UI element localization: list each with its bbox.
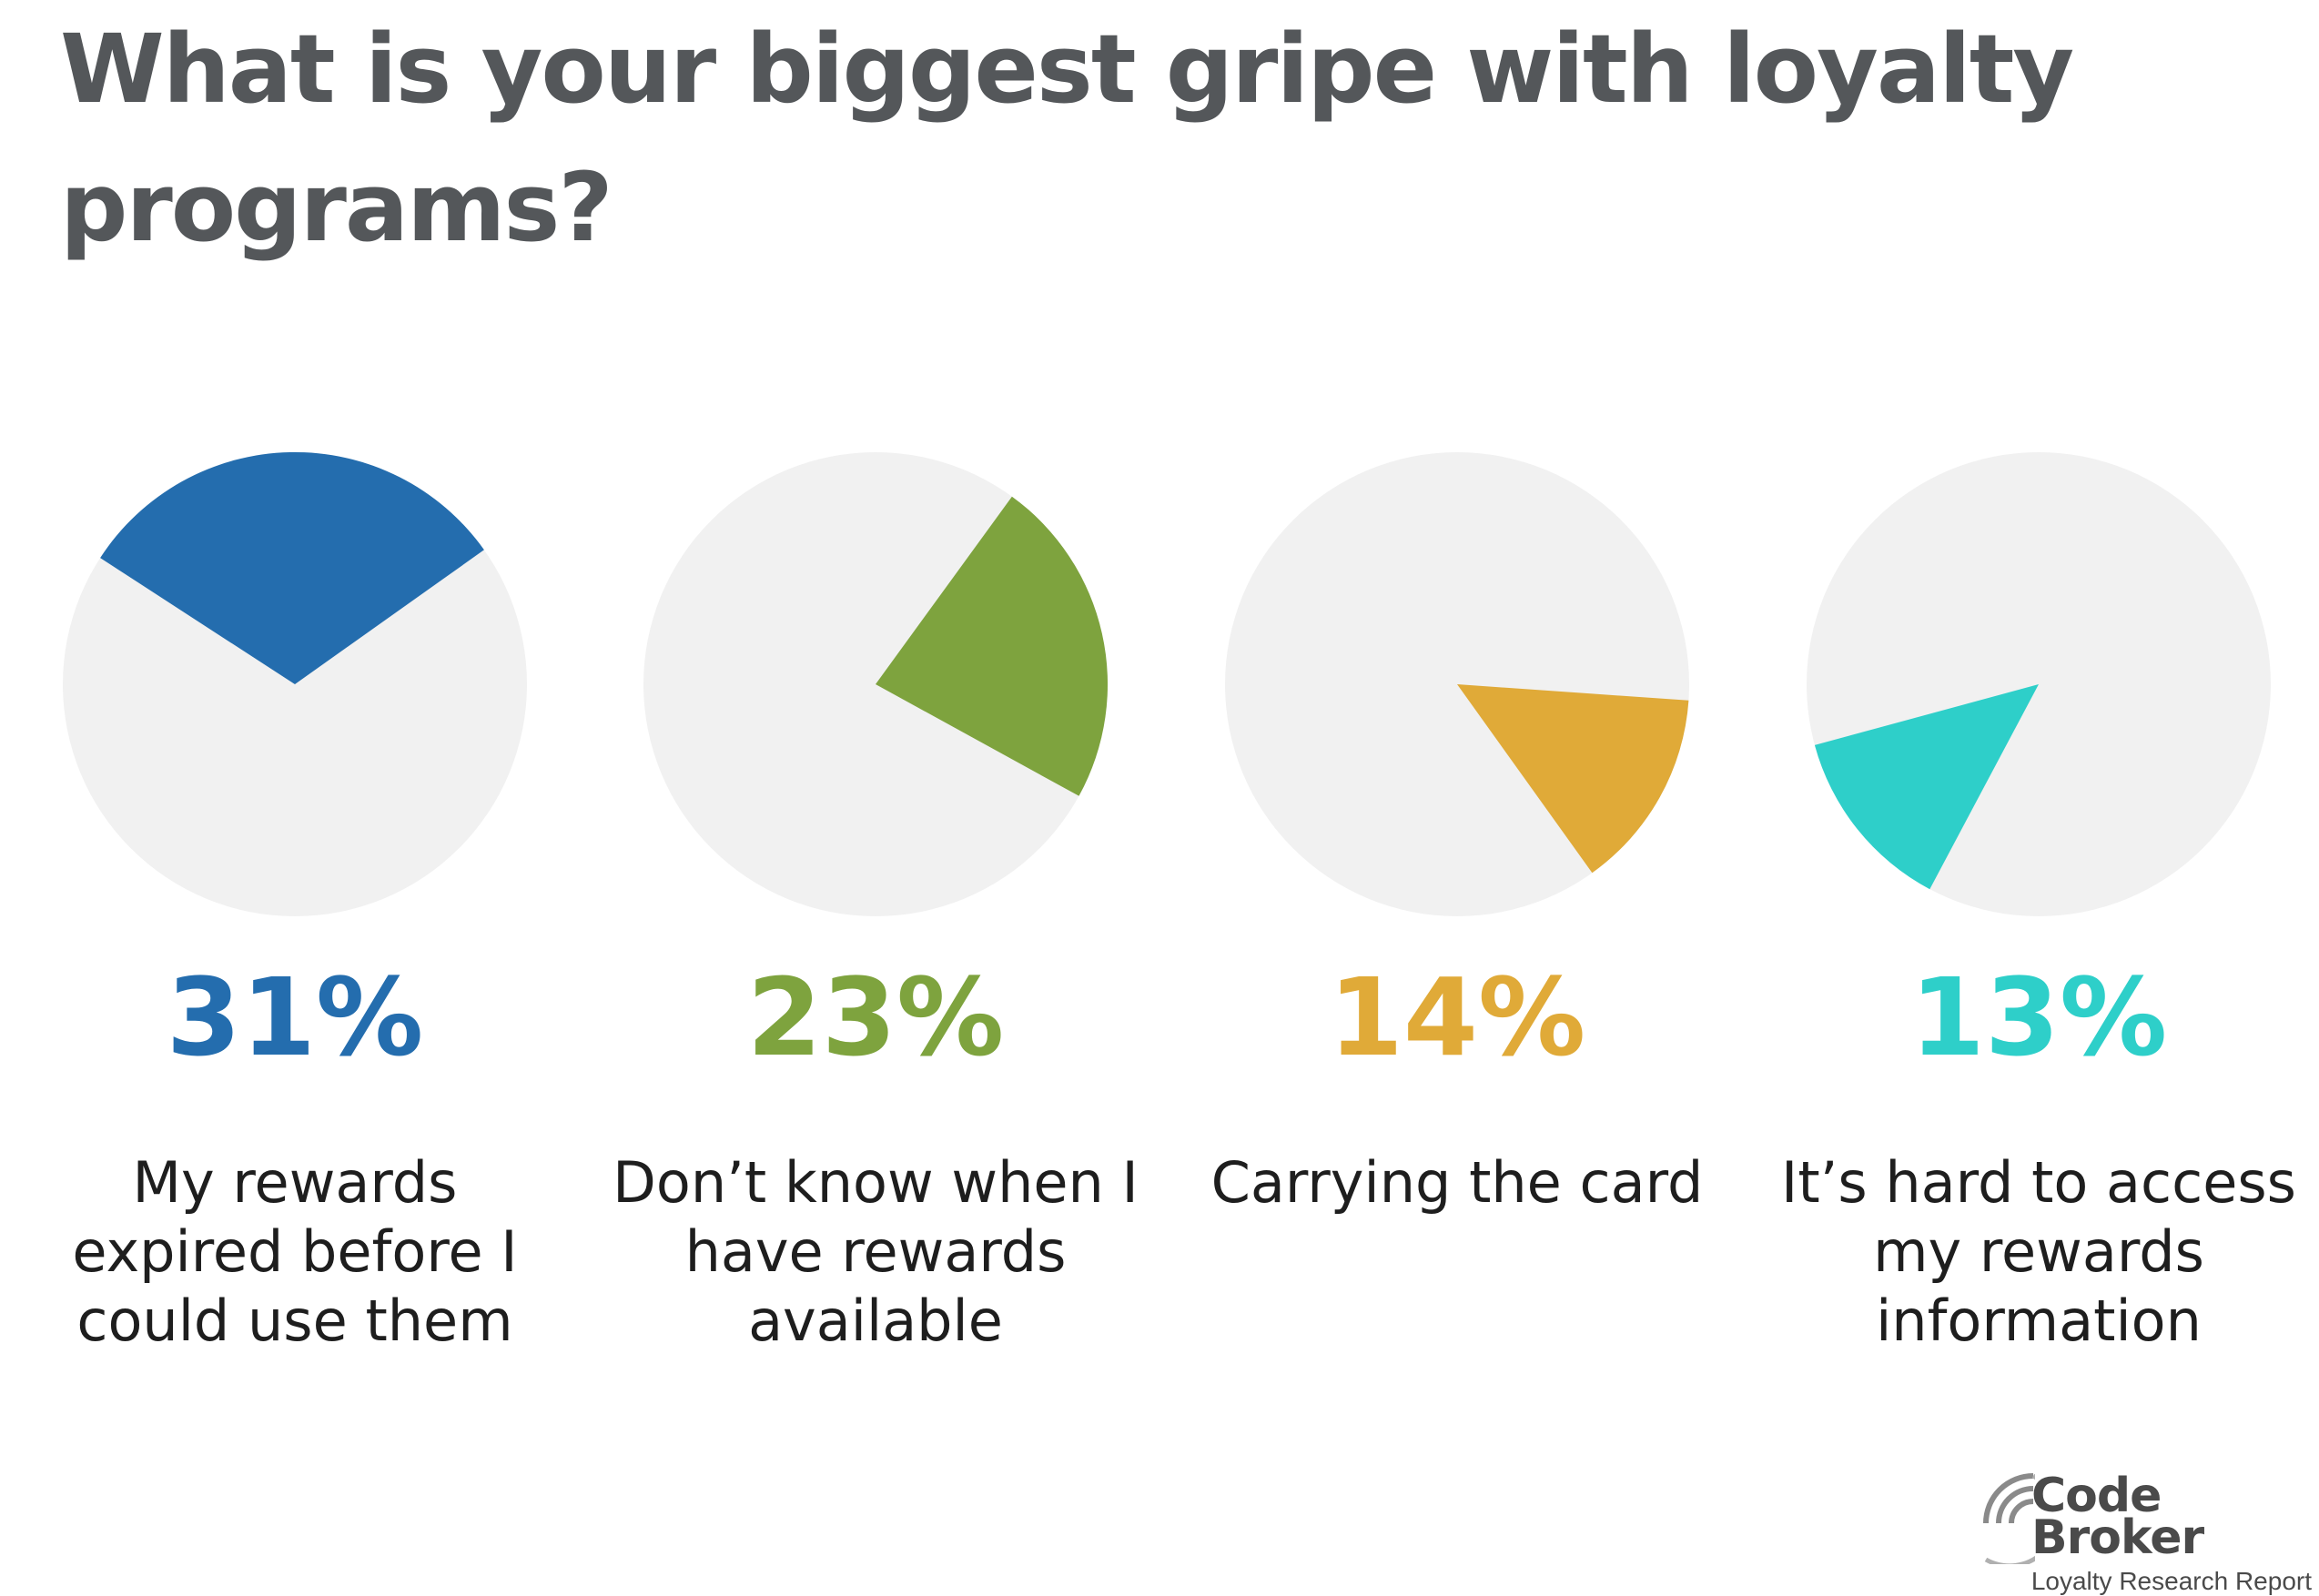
code-broker-logo: Code Broker Loyalty Research Report (1980, 1469, 2317, 1595)
category-label-3: Carrying the card (1210, 1149, 1704, 1216)
category-label-2: Don’t know when I have rewards available (613, 1149, 1139, 1354)
logo-line-2: Broker (2031, 1510, 2204, 1565)
percent-label-2: 23% (746, 955, 1005, 1080)
category-label-4: It’s hard to access my rewards informati… (1781, 1149, 2296, 1354)
logo-arc-icon (1983, 1473, 2035, 1564)
percent-label-1: 31% (166, 955, 424, 1080)
category-label-1: My rewards expired before I could use th… (72, 1149, 518, 1354)
logo-tagline: Loyalty Research Report (2030, 1567, 2312, 1595)
logo-line-1: Code (2031, 1469, 2162, 1523)
pie-slice-4 (1814, 684, 2039, 890)
pie-slice-2 (876, 496, 1109, 796)
percent-label-3: 14% (1328, 955, 1586, 1080)
percent-label-4: 13% (1909, 955, 2168, 1080)
pie-slice-3 (1457, 684, 1689, 874)
pie-slice-1 (100, 451, 484, 684)
chart-title: What is your biggest gripe with loyalty … (60, 14, 2074, 263)
